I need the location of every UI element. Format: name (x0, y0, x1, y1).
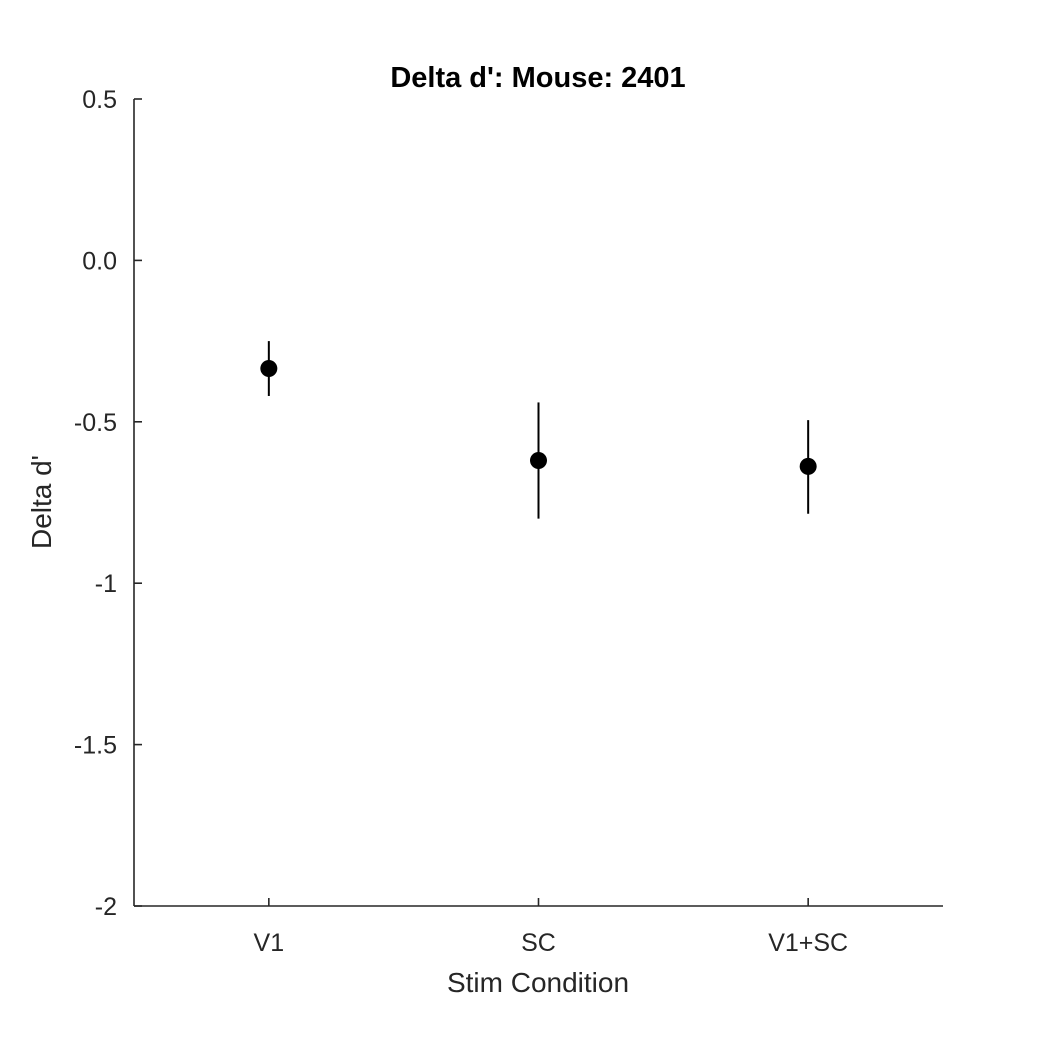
data-point (260, 360, 278, 378)
y-tick-label: -2 (95, 893, 117, 921)
x-tick-label: V1 (254, 929, 285, 957)
y-ticks: -2 -1.5 -1 -0.5 0.0 0.5 (74, 86, 142, 921)
x-axis-label: Stim Condition (447, 967, 629, 998)
data-point (530, 452, 547, 470)
y-tick-label: -1.5 (74, 732, 117, 760)
x-tick-label: SC (521, 929, 556, 957)
data-marks (260, 341, 817, 519)
y-axis-label: Delta d' (26, 455, 57, 549)
y-tick-label: -0.5 (74, 409, 117, 437)
y-tick-label: 0.5 (82, 86, 117, 114)
y-tick-label: -1 (95, 570, 117, 598)
y-tick-label: 0.0 (82, 247, 117, 275)
chart-title: Delta d': Mouse: 2401 (390, 62, 685, 94)
x-tick-label: V1+SC (768, 929, 848, 957)
data-point (799, 457, 817, 475)
x-ticks: V1 SC V1+SC (254, 898, 848, 957)
